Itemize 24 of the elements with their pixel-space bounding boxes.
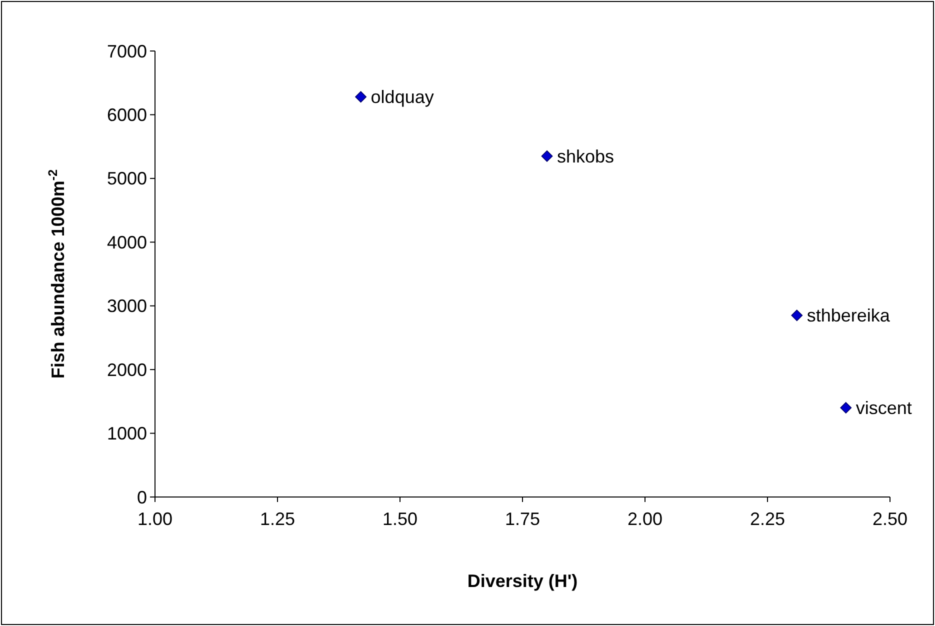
x-tick-label: 2.25 (750, 509, 786, 529)
annotation: oldquay (370, 87, 434, 108)
annotation: sthbereika (806, 306, 891, 326)
y-tick-label: 1000 (106, 424, 147, 444)
y-tick-label: 4000 (106, 232, 147, 252)
x-tick-label: 2.50 (872, 509, 908, 529)
x-tick-label: 2.00 (627, 509, 663, 529)
y-tick-label: 5000 (106, 168, 147, 189)
y-tick-label: 0 (136, 487, 147, 508)
annotation: shkobs (557, 146, 614, 166)
x-tick-label: 1.25 (260, 509, 296, 529)
point (355, 91, 367, 103)
y-tick-label: 2000 (106, 360, 147, 380)
x-axis-title: Diversity (H') (467, 571, 578, 591)
y-tick-label: 7000 (106, 41, 147, 62)
x-tick-label: 1.75 (504, 509, 540, 529)
annotation: viscent (856, 398, 912, 418)
y-tick-label: 6000 (106, 105, 147, 126)
point (840, 402, 852, 414)
y-tick-label: 3000 (106, 296, 147, 316)
x-tick-label: 1.00 (137, 509, 173, 529)
point (541, 150, 553, 162)
x-tick-label: 1.50 (382, 509, 418, 529)
point (791, 310, 803, 322)
